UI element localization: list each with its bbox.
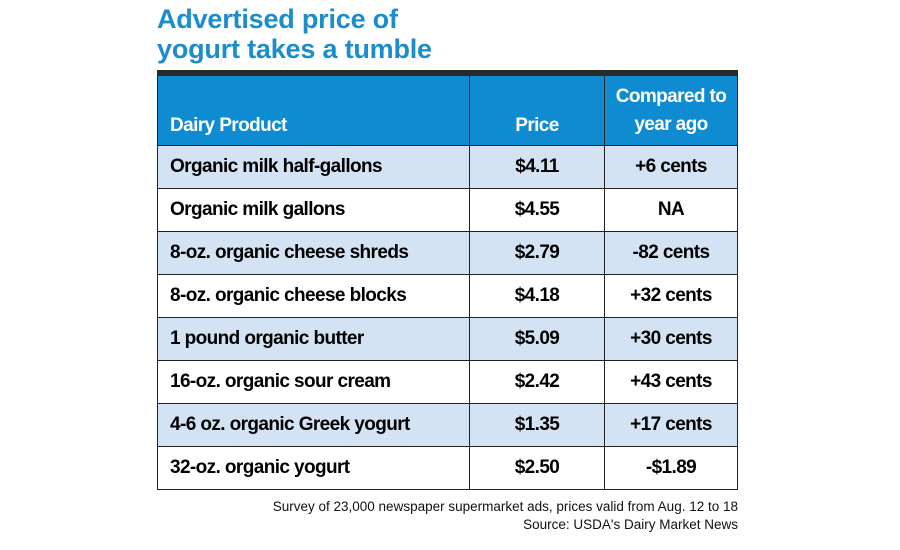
product-cell: Organic milk half-gallons [170,156,383,177]
title-line-1: Advertised price of [157,4,398,34]
table-row: 4-6 oz. organic Greek yogurt $1.35 +17 cen… [158,403,737,446]
header-compared-text: Compared to year ago [615,85,727,135]
table-row: Organic milk half-gallons $4.11 +6 cents [158,145,737,188]
table-row: 1 pound organic butter $5.09 +30 cents [158,317,737,360]
table-header-row: Dairy Product Price Compared to year ago [158,76,737,145]
product-cell: 1 pound organic butter [170,328,364,349]
table-row: Organic milk gallons $4.55 NA [158,188,737,231]
product-cell: 8-oz. organic cheese blocks [170,285,407,306]
change-cell: -82 cents [604,232,737,274]
table-row: 8-oz. organic cheese shreds $2.79 -82 cent… [158,231,737,274]
change-cell: -$1.89 [604,447,737,489]
header-price: Price [469,76,604,145]
header-compared: Compared to year ago [604,76,737,145]
product-cell: 32-oz. organic yogurt [170,457,350,478]
change-cell: +17 cents [604,404,737,446]
change-cell: +43 cents [604,361,737,403]
change-cell: +32 cents [604,275,737,317]
price-cell: $1.35 [469,404,604,446]
price-cell: $2.42 [469,361,604,403]
footer-source: Source: USDA's Dairy Market News [523,517,738,532]
footer-note: Survey of 23,000 newspaper supermarket a… [272,499,738,514]
product-cell: 16-oz. organic sour cream [170,371,391,392]
price-cell: $2.79 [469,232,604,274]
price-cell: $4.11 [469,146,604,188]
table-row: 32-oz. organic yogurt $2.50 -$1.89 [158,446,737,489]
product-cell: Organic milk gallons [170,199,345,220]
price-cell: $4.18 [469,275,604,317]
table-row: 16-oz. organic sour cream $2.42 +43 cents [158,360,737,403]
change-cell: +30 cents [604,318,737,360]
price-table: Dairy Product Price Compared to year ago… [157,70,738,490]
product-cell: 4-6 oz. organic Greek yogurt [170,414,410,435]
header-dairy-product: Dairy Product [170,115,287,136]
price-cell: $4.55 [469,189,604,231]
product-cell: 8-oz. organic cheese shreds [170,242,409,263]
title-line-2: yogurt takes a tumble [157,34,432,64]
change-cell: NA [604,189,737,231]
table-row: 8-oz. organic cheese blocks $4.18 +32 cent… [158,274,737,317]
chart-title: Advertised price of yogurt takes a tumbl… [157,4,432,64]
price-cell: $5.09 [469,318,604,360]
price-cell: $2.50 [469,447,604,489]
change-cell: +6 cents [604,146,737,188]
